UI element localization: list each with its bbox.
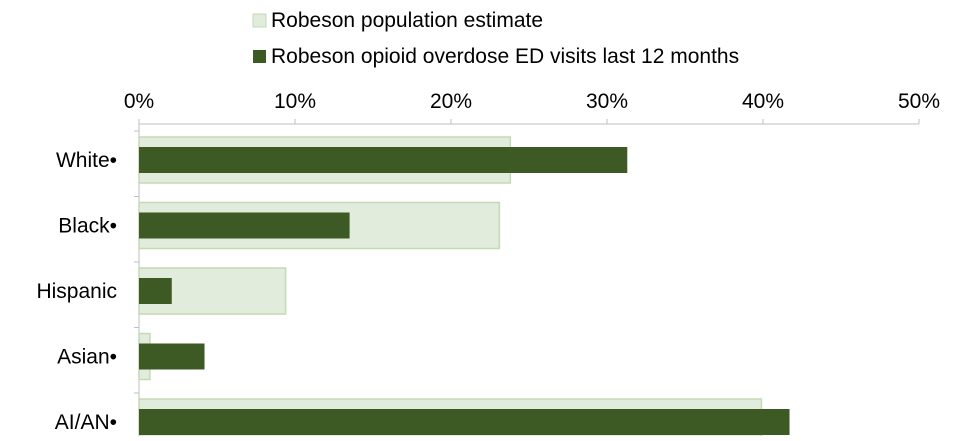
category-label: White• [56, 149, 117, 172]
legend-swatch-population [252, 13, 267, 28]
x-tick-label: 0% [124, 90, 154, 113]
legend-label-population: Robeson population estimate [271, 9, 543, 32]
x-tick-label: 30% [586, 90, 628, 113]
bars [138, 136, 790, 441]
x-tick-label: 50% [898, 90, 940, 113]
legend: Robeson population estimate Robeson opioi… [252, 9, 739, 68]
category-label: Hispanic [36, 280, 117, 303]
category-label: Black• [58, 215, 117, 238]
legend-label-ed-visits: Robeson opioid overdose ED visits last 1… [271, 45, 739, 68]
category-label: Asian• [57, 346, 117, 369]
legend-swatch-ed-visits [253, 50, 266, 63]
bar-ed-visits [139, 212, 350, 239]
x-tick-label: 10% [274, 90, 316, 113]
bar-ed-visits [139, 409, 790, 435]
x-tick-label: 40% [742, 90, 784, 113]
bar-ed-visits [139, 147, 628, 173]
category-labels: White• Black• Hispanic Asian• AI/AN• [36, 149, 117, 434]
bar-ed-visits [139, 278, 172, 304]
x-tick-label: 20% [430, 90, 472, 113]
bar-ed-visits [139, 343, 205, 370]
category-label: AI/AN• [55, 411, 117, 434]
